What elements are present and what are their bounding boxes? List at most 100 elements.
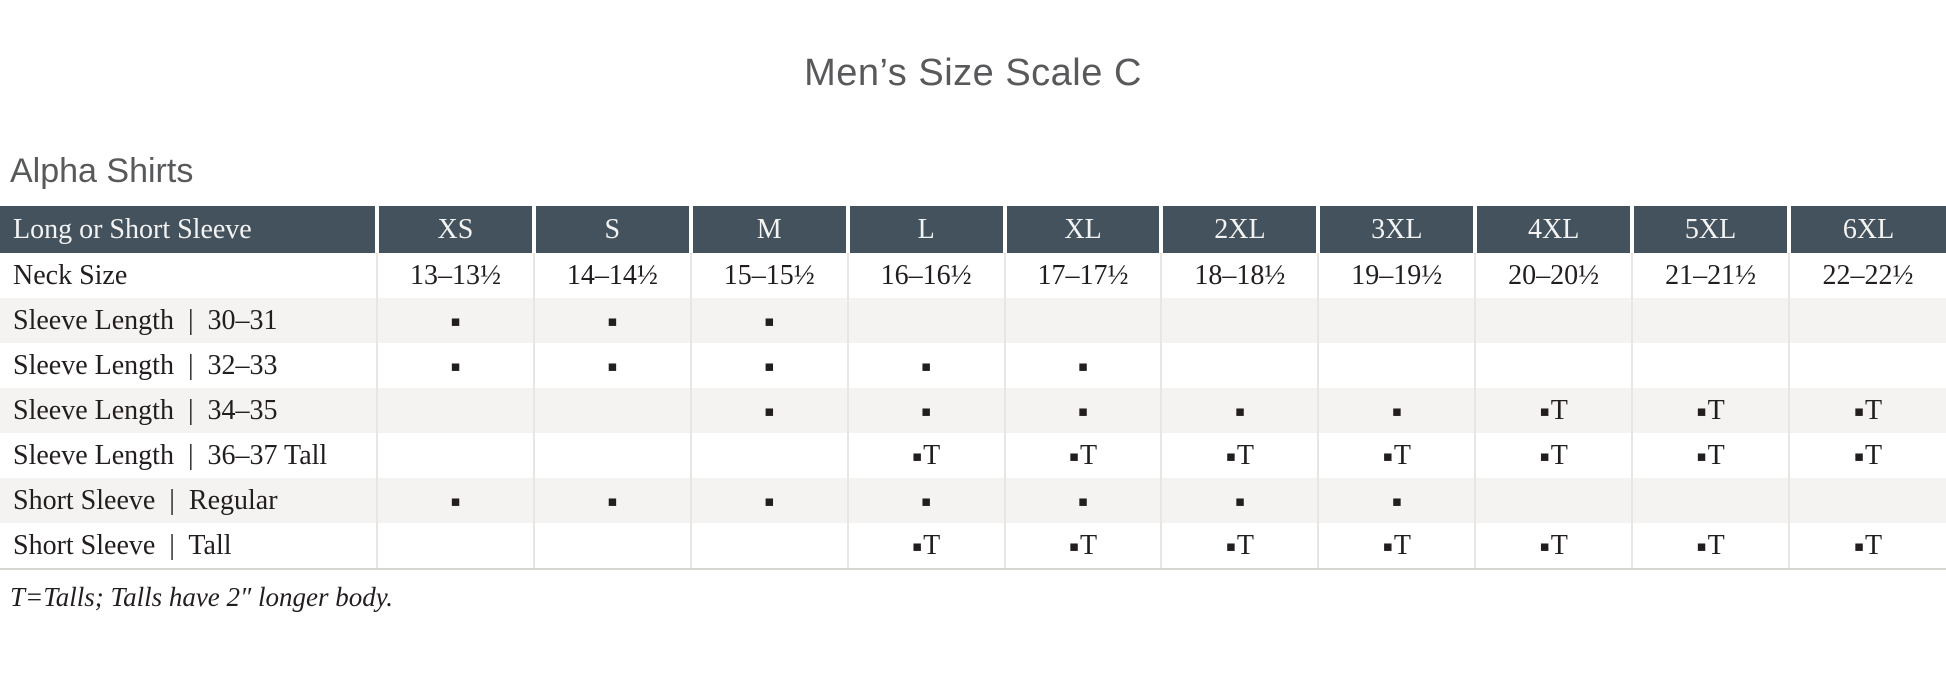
row-label: Sleeve Length | 32–33 bbox=[0, 343, 377, 388]
tall-marker-label: T bbox=[1236, 439, 1255, 471]
marker-cell: ▪T bbox=[1474, 433, 1633, 478]
marker-cell: ▪ bbox=[376, 478, 534, 523]
marker-cell bbox=[1788, 298, 1946, 343]
tall-marker-label: T bbox=[1550, 394, 1568, 426]
marker-cell: ▪ bbox=[1317, 388, 1476, 433]
row-label: Sleeve Length | 34–35 bbox=[0, 388, 377, 433]
row-label: Short Sleeve | Regular bbox=[0, 478, 377, 523]
marker-cell: ▪T bbox=[1317, 433, 1476, 478]
marker-cell bbox=[1474, 298, 1633, 343]
marker-cell bbox=[1474, 478, 1633, 523]
col-header-4xl: 4XL bbox=[1473, 206, 1633, 253]
row-label: Short Sleeve | Tall bbox=[0, 523, 377, 570]
square-marker-icon: ▪ bbox=[607, 311, 618, 330]
square-marker-icon: ▪ bbox=[1068, 536, 1080, 555]
marker-cell bbox=[532, 523, 691, 570]
marker-cell bbox=[1631, 478, 1790, 523]
row-label-text: Sleeve Length | 34–35 bbox=[13, 394, 278, 426]
table-row: Short Sleeve | Tall ▪T ▪T ▪T ▪T ▪T ▪T ▪T bbox=[0, 523, 1946, 570]
marker-cell: ▪ bbox=[532, 343, 691, 388]
marker-cell: ▪T bbox=[1631, 433, 1790, 478]
size-table-header: Long or Short Sleeve XS S M L XL 2XL 3XL 4XL 5XL 6… bbox=[0, 206, 1946, 253]
col-header-2xl: 2XL bbox=[1159, 206, 1319, 253]
marker-cell: ▪T bbox=[1788, 523, 1946, 570]
marker-cell bbox=[532, 433, 691, 478]
tall-marker-label: T bbox=[1865, 529, 1883, 561]
marker-cell: ▪T bbox=[1160, 433, 1319, 478]
col-header-6xl: 6XL bbox=[1787, 206, 1946, 253]
tall-marker-label: T bbox=[1865, 439, 1883, 471]
square-marker-icon: ▪ bbox=[450, 491, 461, 510]
table-row: Short Sleeve | Regular ▪ ▪ ▪ ▪ ▪ ▪ ▪ bbox=[0, 478, 1946, 523]
value-cell: 13–13½ bbox=[376, 253, 534, 298]
marker-cell: ▪ bbox=[689, 298, 848, 343]
square-marker-icon: ▪ bbox=[1077, 401, 1089, 420]
marker-cell: ▪ bbox=[689, 478, 848, 523]
marker-cell bbox=[1160, 343, 1319, 388]
col-header-l: L bbox=[845, 206, 1005, 253]
marker-cell bbox=[1631, 343, 1790, 388]
tall-marker-label: T bbox=[1393, 439, 1411, 471]
marker-cell: ▪T bbox=[1788, 388, 1946, 433]
marker-cell: ▪T bbox=[1160, 523, 1319, 570]
square-marker-icon: ▪ bbox=[1696, 446, 1707, 465]
tall-marker-label: T bbox=[1236, 529, 1255, 561]
value-cell: 14–14½ bbox=[532, 253, 691, 298]
size-chart-table: Long or Short Sleeve XS S M L XL 2XL 3XL 4XL 5XL 6… bbox=[0, 206, 1946, 570]
square-marker-icon: ▪ bbox=[450, 311, 461, 330]
square-marker-icon: ▪ bbox=[1853, 446, 1865, 465]
square-marker-icon: ▪ bbox=[450, 356, 461, 375]
tall-marker-label: T bbox=[1393, 529, 1411, 561]
marker-cell bbox=[532, 388, 691, 433]
marker-cell: ▪ bbox=[1160, 388, 1319, 433]
square-marker-icon: ▪ bbox=[1382, 446, 1393, 465]
square-marker-icon: ▪ bbox=[1539, 446, 1550, 465]
table-row: Sleeve Length | 32–33 ▪ ▪ ▪ ▪ ▪ bbox=[0, 343, 1946, 388]
marker-cell: ▪T bbox=[1631, 523, 1790, 570]
marker-cell: ▪ bbox=[689, 343, 848, 388]
table-row: Sleeve Length | 36–37 Tall ▪T ▪T ▪T ▪T ▪T ▪T ▪T bbox=[0, 433, 1946, 478]
square-marker-icon: ▪ bbox=[1853, 536, 1865, 555]
tall-marker-label: T bbox=[923, 529, 941, 561]
tall-marker-label: T bbox=[1707, 529, 1725, 561]
square-marker-icon: ▪ bbox=[1225, 446, 1236, 465]
marker-cell: ▪T bbox=[1474, 523, 1633, 570]
row-label-text: Short Sleeve | Tall bbox=[13, 529, 232, 561]
row-label-text: Sleeve Length | 32–33 bbox=[13, 349, 278, 381]
square-marker-icon: ▪ bbox=[1539, 536, 1550, 555]
value-cell: 19–19½ bbox=[1317, 253, 1476, 298]
marker-cell: ▪ bbox=[1160, 478, 1319, 523]
square-marker-icon: ▪ bbox=[607, 491, 618, 510]
row-label-text: Neck Size bbox=[13, 259, 128, 291]
marker-cell bbox=[689, 523, 848, 570]
tall-marker-label: T bbox=[1080, 529, 1098, 561]
row-label-text: Sleeve Length | 36–37 Tall bbox=[13, 439, 328, 471]
col-header-xl: XL bbox=[1002, 206, 1162, 253]
row-label-text: Short Sleeve | Regular bbox=[13, 484, 278, 516]
col-header-xs: XS bbox=[375, 206, 534, 253]
value-cell: 15–15½ bbox=[689, 253, 848, 298]
marker-cell bbox=[376, 388, 534, 433]
square-marker-icon: ▪ bbox=[921, 401, 932, 420]
col-header-label: Long or Short Sleeve bbox=[0, 206, 377, 253]
value-cell: 17–17½ bbox=[1003, 253, 1162, 298]
marker-cell bbox=[376, 433, 534, 478]
row-label: Sleeve Length | 30–31 bbox=[0, 298, 377, 343]
tall-marker-label: T bbox=[1550, 529, 1568, 561]
table-row: Sleeve Length | 34–35 ▪ ▪ ▪ ▪ ▪ ▪T ▪T ▪T bbox=[0, 388, 1946, 433]
square-marker-icon: ▪ bbox=[1077, 356, 1089, 375]
value-cell: 22–22½ bbox=[1788, 253, 1946, 298]
col-header-3xl: 3XL bbox=[1316, 206, 1476, 253]
row-label: Neck Size bbox=[0, 253, 377, 298]
marker-cell: ▪ bbox=[532, 478, 691, 523]
square-marker-icon: ▪ bbox=[1225, 536, 1236, 555]
marker-cell: ▪ bbox=[1003, 388, 1162, 433]
marker-cell bbox=[1788, 478, 1946, 523]
col-header-m: M bbox=[688, 206, 848, 253]
tall-marker-label: T bbox=[1707, 439, 1725, 471]
section-heading: Alpha Shirts bbox=[10, 152, 194, 190]
marker-cell: ▪ bbox=[846, 388, 1005, 433]
table-row: Sleeve Length | 30–31 ▪ ▪ ▪ bbox=[0, 298, 1946, 343]
col-header-5xl: 5XL bbox=[1630, 206, 1790, 253]
marker-cell: ▪T bbox=[1003, 433, 1162, 478]
